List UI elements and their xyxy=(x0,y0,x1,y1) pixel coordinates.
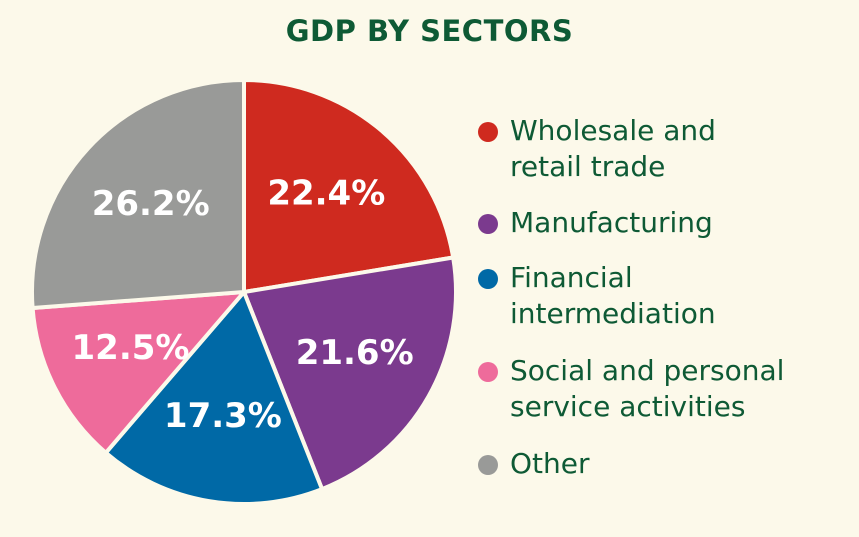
legend-label-financial: Financial intermediation xyxy=(510,260,840,332)
data-label-manufacturing: 21.6% xyxy=(296,333,414,373)
legend-label-line: Financial xyxy=(510,261,633,294)
legend-swatch-manufacturing xyxy=(478,214,498,234)
pie-slice-financial xyxy=(103,290,325,506)
legend-item-manufacturing: Manufacturing xyxy=(478,205,840,241)
data-label-wholesale: 22.4% xyxy=(267,174,385,214)
legend-label-line: retail trade xyxy=(510,150,666,183)
legend-swatch-financial xyxy=(478,269,498,289)
legend-swatch-other xyxy=(478,455,498,475)
pie-slice-wholesale xyxy=(242,78,456,294)
data-label-other: 26.2% xyxy=(92,184,210,224)
legend-label-line: service activities xyxy=(510,390,746,423)
legend-swatch-social xyxy=(478,362,498,382)
legend-item-financial: Financial intermediation xyxy=(478,260,840,332)
legend-swatch-wholesale xyxy=(478,122,498,142)
legend-item-wholesale: Wholesale and retail trade xyxy=(478,113,840,185)
legend-label-social: Social and personal service activities xyxy=(510,353,840,425)
legend-item-social: Social and personal service activities xyxy=(478,353,840,425)
pie-slice-manufacturing xyxy=(242,255,458,492)
pie-slice-social xyxy=(30,290,246,455)
legend-label-other: Other xyxy=(510,446,840,482)
legend-label-wholesale: Wholesale and retail trade xyxy=(510,113,840,185)
legend-label-line: Other xyxy=(510,447,590,480)
data-label-financial: 17.3% xyxy=(164,396,282,436)
data-label-social: 12.5% xyxy=(72,328,190,368)
legend-label-line: Social and personal xyxy=(510,354,785,387)
legend-label-line: Manufacturing xyxy=(510,206,713,239)
legend-label-line: Wholesale and xyxy=(510,114,716,147)
legend-label-manufacturing: Manufacturing xyxy=(510,205,840,241)
pie-slice-other xyxy=(30,78,246,310)
legend-label-line: intermediation xyxy=(510,297,716,330)
chart-title: GDP BY SECTORS xyxy=(285,14,574,48)
legend-item-other: Other xyxy=(478,446,840,482)
